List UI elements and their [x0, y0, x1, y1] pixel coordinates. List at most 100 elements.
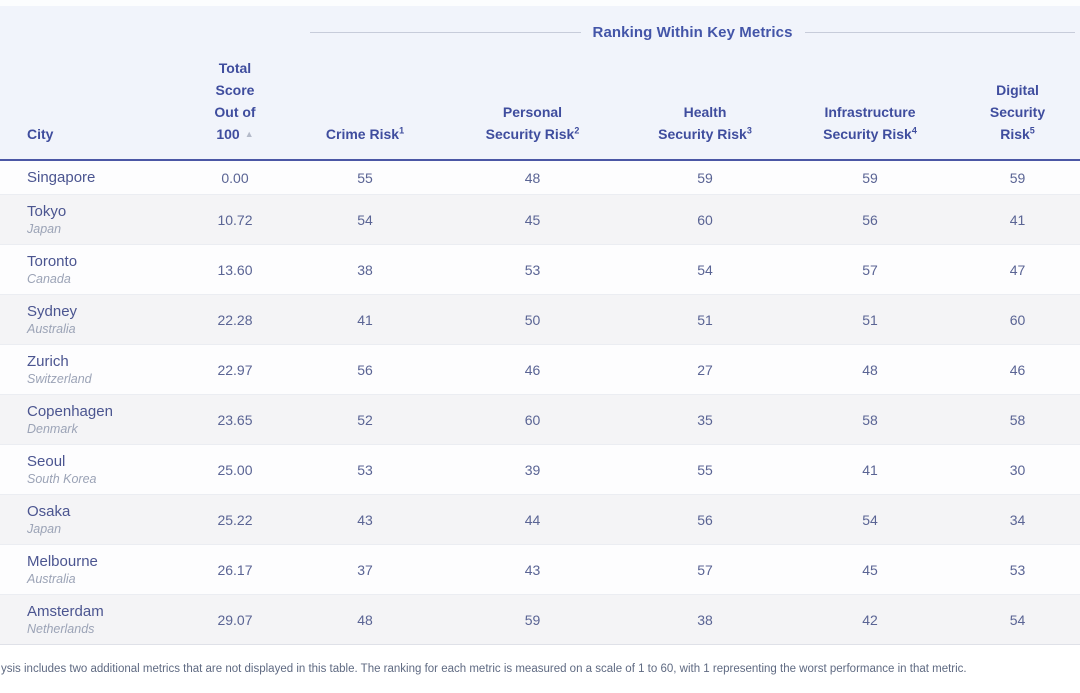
- heading-rule-right: [804, 32, 1076, 33]
- crime-risk-cell: 56: [290, 344, 440, 395]
- city-cell: Copenhagen Denmark: [0, 394, 180, 445]
- digital-security-risk-cell: 53: [955, 544, 1080, 595]
- column-header-row: City Total Score Out of 100 ▲ Crime Risk1…: [0, 57, 1080, 161]
- digital-security-risk-cell: 60: [955, 294, 1080, 345]
- city-cell: Tokyo Japan: [0, 194, 180, 245]
- group-heading: Ranking Within Key Metrics: [290, 24, 1080, 41]
- infrastructure-security-risk-cell: 56: [785, 194, 955, 245]
- total-score-cell: 13.60: [180, 244, 290, 295]
- city-name: Tokyo: [27, 203, 67, 220]
- country-name: Canada: [27, 272, 71, 286]
- table-body: Singapore 0.00 55 48 59 59 59 Tokyo Japa…: [0, 160, 1080, 645]
- health-security-risk-cell: 51: [625, 294, 785, 345]
- infrastructure-header-line: Security Risk4: [823, 125, 917, 142]
- infrastructure-security-risk-cell: 42: [785, 594, 955, 645]
- personal-security-risk-cell: 50: [440, 294, 625, 345]
- city-cell: Singapore: [0, 160, 180, 195]
- group-header-spacer: [0, 6, 290, 57]
- group-header-cell: Ranking Within Key Metrics: [290, 6, 1080, 57]
- column-header-total-score[interactable]: Total Score Out of 100 ▲: [180, 57, 290, 161]
- city-cell: Amsterdam Netherlands: [0, 594, 180, 645]
- personal-security-risk-cell: 44: [440, 494, 625, 545]
- city-name: Sydney: [27, 303, 78, 320]
- city-name: Toronto: [27, 253, 78, 270]
- city-cell: Zurich Switzerland: [0, 344, 180, 395]
- city-cell: Melbourne Australia: [0, 544, 180, 595]
- total-score-cell: 25.22: [180, 494, 290, 545]
- health-security-risk-cell: 60: [625, 194, 785, 245]
- column-header-infrastructure-security-risk[interactable]: Infrastructure Security Risk4: [785, 57, 955, 161]
- country-name: Netherlands: [27, 622, 95, 636]
- city-name: Amsterdam: [27, 603, 104, 620]
- city-cell: Sydney Australia: [0, 294, 180, 345]
- table-row: Amsterdam Netherlands 29.07 48 59 38 42 …: [0, 594, 1080, 645]
- group-header-row: Ranking Within Key Metrics: [0, 6, 1080, 57]
- table-row: Tokyo Japan 10.72 54 45 60 56 41: [0, 194, 1080, 245]
- health-security-risk-cell: 54: [625, 244, 785, 295]
- country-name: Japan: [27, 522, 62, 536]
- column-header-crime-risk[interactable]: Crime Risk1: [290, 57, 440, 161]
- digital-security-risk-cell: 30: [955, 444, 1080, 495]
- digital-security-risk-cell: 34: [955, 494, 1080, 545]
- crime-risk-cell: 41: [290, 294, 440, 345]
- health-security-risk-cell: 57: [625, 544, 785, 595]
- crime-risk-cell: 54: [290, 194, 440, 245]
- health-security-risk-cell: 38: [625, 594, 785, 645]
- country-name: Australia: [27, 572, 76, 586]
- table-row: Zurich Switzerland 22.97 56 46 27 48 46: [0, 344, 1080, 395]
- city-cell: Seoul South Korea: [0, 444, 180, 495]
- infrastructure-header-line: Infrastructure: [824, 104, 916, 120]
- crime-risk-cell: 37: [290, 544, 440, 595]
- city-name: Melbourne: [27, 553, 98, 570]
- health-security-risk-cell: 35: [625, 394, 785, 445]
- city-name: Zurich: [27, 353, 69, 370]
- total-score-cell: 22.28: [180, 294, 290, 345]
- column-header-city[interactable]: City: [0, 57, 180, 161]
- health-security-risk-cell: 56: [625, 494, 785, 545]
- country-name: South Korea: [27, 472, 97, 486]
- table-row: Seoul South Korea 25.00 53 39 55 41 30: [0, 444, 1080, 495]
- table-row: Toronto Canada 13.60 38 53 54 57 47: [0, 244, 1080, 295]
- total-header-line: Out of: [214, 104, 256, 120]
- table-row: Singapore 0.00 55 48 59 59 59: [0, 160, 1080, 195]
- infrastructure-security-risk-cell: 48: [785, 344, 955, 395]
- country-name: Switzerland: [27, 372, 92, 386]
- health-header-line: Health: [683, 104, 727, 120]
- footnote-marker: 2: [574, 125, 580, 136]
- crime-risk-cell: 43: [290, 494, 440, 545]
- total-score-cell: 0.00: [180, 160, 290, 195]
- group-title: Ranking Within Key Metrics: [592, 24, 793, 41]
- infrastructure-security-risk-cell: 59: [785, 160, 955, 195]
- table-row: Copenhagen Denmark 23.65 52 60 35 58 58: [0, 394, 1080, 445]
- column-header-personal-security-risk[interactable]: Personal Security Risk2: [440, 57, 625, 161]
- crime-risk-cell: 53: [290, 444, 440, 495]
- personal-security-risk-cell: 48: [440, 160, 625, 195]
- personal-security-risk-cell: 46: [440, 344, 625, 395]
- infrastructure-security-risk-cell: 45: [785, 544, 955, 595]
- crime-header-label: Crime Risk1: [325, 125, 405, 142]
- personal-security-risk-cell: 60: [440, 394, 625, 445]
- personal-security-risk-cell: 45: [440, 194, 625, 245]
- total-score-cell: 23.65: [180, 394, 290, 445]
- digital-header-line: Digital: [996, 82, 1039, 98]
- top-strip: [0, 0, 1080, 6]
- personal-security-risk-cell: 59: [440, 594, 625, 645]
- total-score-cell: 29.07: [180, 594, 290, 645]
- total-score-cell: 25.00: [180, 444, 290, 495]
- column-header-digital-security-risk[interactable]: Digital Security Risk5: [955, 57, 1080, 161]
- infrastructure-security-risk-cell: 54: [785, 494, 955, 545]
- footnote-marker: 4: [911, 125, 917, 136]
- footnote-marker: 1: [399, 125, 405, 136]
- sort-ascending-icon: ▲: [244, 129, 254, 139]
- digital-security-risk-cell: 47: [955, 244, 1080, 295]
- total-header-line: Score: [215, 82, 255, 98]
- digital-security-risk-cell: 58: [955, 394, 1080, 445]
- table-row: Melbourne Australia 26.17 37 43 57 45 53: [0, 544, 1080, 595]
- country-name: Denmark: [27, 422, 78, 436]
- country-name: Australia: [27, 322, 76, 336]
- personal-security-risk-cell: 53: [440, 244, 625, 295]
- column-header-health-security-risk[interactable]: Health Security Risk3: [625, 57, 785, 161]
- city-cell: Osaka Japan: [0, 494, 180, 545]
- digital-security-risk-cell: 46: [955, 344, 1080, 395]
- country-name: Japan: [27, 222, 62, 236]
